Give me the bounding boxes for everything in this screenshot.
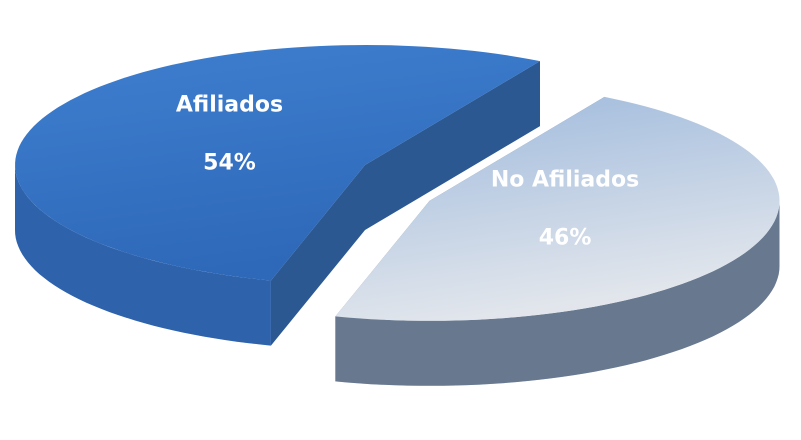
slice-cut-shade <box>365 61 540 230</box>
slice-wall-shade <box>15 165 271 346</box>
slice-label: No Afiliados <box>491 167 639 192</box>
slice-wall-shade <box>335 200 780 386</box>
slice-wall <box>15 165 271 346</box>
slice-cut-face <box>365 61 540 230</box>
pie-slice <box>335 96 780 321</box>
slice-cut-shade <box>270 165 365 346</box>
slice <box>15 45 541 346</box>
slice-label: Afiliados <box>176 92 283 117</box>
pie-slice <box>15 45 541 281</box>
slice-cut-face <box>270 165 365 346</box>
slice <box>335 96 780 386</box>
slice-value-label: 54% <box>203 150 256 175</box>
slice-value-label: 46% <box>539 225 592 250</box>
